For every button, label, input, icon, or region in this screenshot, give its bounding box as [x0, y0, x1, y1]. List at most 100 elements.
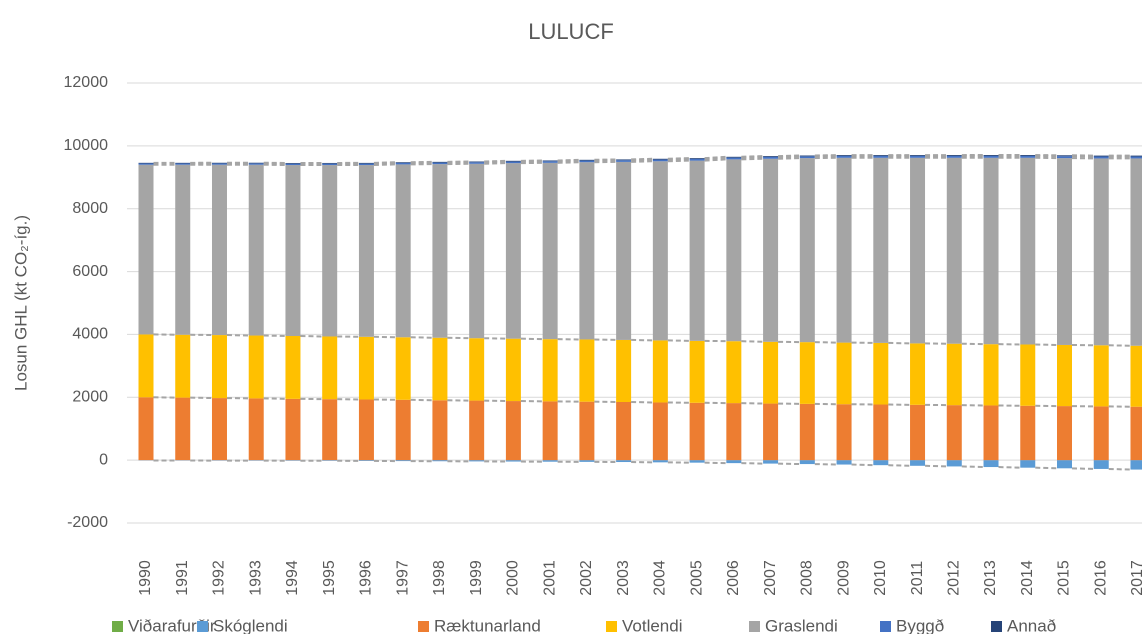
bar-segment — [432, 161, 448, 163]
bar-segment — [432, 162, 448, 165]
bar-segment — [983, 155, 999, 156]
bar-segment — [652, 161, 668, 341]
x-tick-label: 1994 — [284, 560, 301, 596]
bar-segment — [505, 338, 521, 402]
bar-segment — [1130, 155, 1142, 157]
bar-segment — [836, 156, 852, 158]
y-tick-label: 10000 — [64, 137, 109, 154]
bar-segment — [432, 460, 448, 462]
bar-segment — [175, 163, 191, 165]
y-tick-label: 4000 — [72, 326, 108, 343]
bar-segment — [358, 336, 374, 400]
bar-segment — [652, 159, 668, 162]
series-line — [704, 155, 727, 160]
bar-segment — [505, 160, 521, 162]
bar-segment — [175, 397, 191, 461]
bar-segment — [395, 162, 411, 163]
bar-segment — [395, 164, 411, 338]
series-line — [557, 158, 580, 162]
bar-segment — [799, 403, 815, 461]
x-tick-label: 2013 — [982, 560, 999, 596]
bar-segment — [1020, 405, 1036, 461]
series-line — [667, 157, 690, 160]
series-line — [851, 463, 874, 467]
bar-segment — [505, 460, 521, 462]
series-line — [1071, 467, 1094, 470]
bar-segment — [726, 341, 742, 404]
bar-segment — [946, 343, 962, 406]
bar-segment — [542, 162, 558, 340]
bar-segment — [763, 403, 779, 461]
bar-segment — [946, 157, 962, 344]
bar-segment — [689, 158, 705, 161]
x-tick-label: 2012 — [945, 560, 962, 596]
bar-segment — [652, 158, 668, 160]
bar-segment — [211, 335, 227, 399]
bar-segment — [469, 400, 485, 461]
bar-segment — [1130, 158, 1142, 346]
bar-segment — [836, 342, 852, 405]
bar-segment — [138, 334, 154, 398]
bar-segment — [1130, 406, 1142, 461]
legend-label: Skóglendi — [213, 616, 288, 634]
series-line — [961, 465, 984, 469]
bar-segment — [211, 163, 227, 165]
bar-segment — [322, 163, 338, 166]
bar-segment — [432, 164, 448, 338]
bar-segment — [395, 162, 411, 165]
x-tick-label: 2016 — [1092, 560, 1109, 596]
bar-segment — [248, 164, 264, 336]
bar-segment — [505, 401, 521, 461]
bar-segment — [395, 460, 411, 462]
bar-segment — [946, 405, 962, 461]
bar-segment — [616, 161, 632, 340]
bar-segment — [432, 400, 448, 461]
series-line — [631, 160, 653, 163]
x-tick-label: 2006 — [725, 560, 742, 596]
bar-segment — [799, 158, 815, 343]
bar-segment — [322, 460, 338, 461]
bar-segment — [1093, 155, 1109, 157]
legend-label: Annað — [1007, 616, 1056, 634]
legend-label: Votlendi — [622, 616, 683, 634]
bar-segment — [285, 163, 301, 166]
x-tick-label: 2015 — [1056, 560, 1073, 596]
series-line — [373, 161, 396, 164]
legend-label: Viðarafurðir — [128, 616, 216, 634]
bar-segment — [689, 158, 705, 159]
series-line — [373, 163, 396, 167]
bar-segment — [946, 155, 962, 158]
bar-segment — [285, 336, 301, 399]
series-line — [925, 464, 947, 468]
x-tick-label: 2005 — [688, 560, 705, 596]
bar-segment — [211, 164, 227, 336]
bar-segment — [910, 157, 926, 344]
bar-segment — [652, 402, 668, 461]
bar-segment — [505, 161, 521, 164]
bar-segment — [1093, 406, 1109, 461]
series-line — [888, 464, 911, 467]
bar-segment — [579, 339, 595, 402]
bar-segment — [469, 460, 485, 462]
bar-segment — [983, 460, 999, 468]
bar-segment — [358, 460, 374, 461]
x-tick-label: 2002 — [578, 560, 595, 596]
series-line — [484, 159, 506, 163]
bar-segment — [358, 163, 374, 166]
bar-segment — [358, 165, 374, 337]
bar-segment — [469, 161, 485, 163]
x-tick-label: 2008 — [799, 560, 816, 596]
x-tick-label: 2009 — [835, 560, 852, 596]
series-line — [1108, 467, 1131, 471]
series-line — [1035, 466, 1058, 470]
bar-segment — [726, 159, 742, 342]
bar-segment — [211, 398, 227, 461]
x-tick-label: 1996 — [358, 560, 375, 596]
bar-segment — [579, 160, 595, 163]
bar-segment — [763, 341, 779, 404]
legend-label: Byggð — [896, 616, 944, 634]
bar-segment — [285, 162, 301, 164]
bar-segment — [322, 399, 338, 461]
bar-segment — [1020, 344, 1036, 406]
